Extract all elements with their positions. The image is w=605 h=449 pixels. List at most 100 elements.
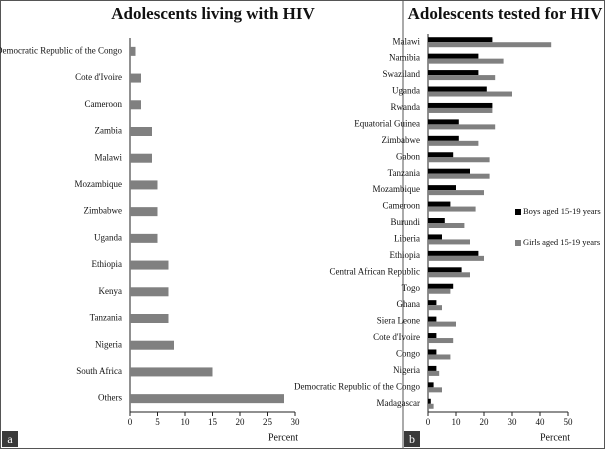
bar bbox=[130, 180, 158, 190]
x-tick-label: 50 bbox=[564, 417, 574, 427]
y-tick-label: Mozambique bbox=[75, 179, 123, 189]
bar bbox=[428, 185, 456, 191]
y-tick-label: Equatorial Guinea bbox=[354, 118, 420, 128]
bar bbox=[428, 107, 493, 113]
y-tick-label: Nigeria bbox=[393, 365, 420, 375]
bar bbox=[130, 287, 169, 297]
y-tick-label: Ethiopia bbox=[92, 259, 123, 269]
bar bbox=[428, 223, 465, 228]
bar bbox=[428, 70, 479, 76]
bar bbox=[428, 267, 462, 273]
x-tick-label: 40 bbox=[536, 417, 546, 427]
bar bbox=[428, 58, 504, 64]
y-tick-label: Cameroon bbox=[383, 201, 421, 211]
bar bbox=[428, 42, 552, 48]
panel-label: a bbox=[7, 432, 13, 446]
x-tick-label: 15 bbox=[208, 417, 218, 427]
x-tick-label: 10 bbox=[181, 417, 191, 427]
y-tick-label: Malawi bbox=[393, 36, 421, 46]
y-tick-label: Rwanda bbox=[391, 102, 421, 112]
bar bbox=[428, 173, 490, 179]
bar bbox=[428, 272, 470, 278]
bar bbox=[428, 234, 442, 240]
legend-label: Girls aged 15-19 years bbox=[523, 237, 600, 247]
bar bbox=[428, 382, 434, 388]
x-axis-label: Percent bbox=[268, 432, 298, 443]
bar bbox=[428, 316, 437, 322]
bar bbox=[428, 333, 437, 339]
bar bbox=[428, 119, 459, 125]
bar bbox=[428, 135, 459, 141]
bar bbox=[428, 37, 493, 43]
bar bbox=[428, 201, 451, 207]
y-tick-label: Uganda bbox=[392, 86, 420, 96]
bar bbox=[130, 127, 152, 136]
x-tick-label: 30 bbox=[291, 417, 301, 427]
bar bbox=[130, 314, 169, 323]
x-tick-label: 20 bbox=[480, 417, 490, 427]
bar bbox=[428, 354, 451, 360]
bar bbox=[428, 300, 437, 306]
bar bbox=[428, 91, 512, 97]
bar bbox=[428, 53, 479, 59]
bar bbox=[130, 100, 141, 110]
bar bbox=[130, 394, 284, 404]
y-tick-label: Swaziland bbox=[383, 69, 421, 79]
bar bbox=[428, 124, 496, 130]
bar bbox=[428, 321, 456, 327]
y-tick-label: Democratic Republic of the Congo bbox=[294, 381, 420, 391]
y-tick-label: Zimbabwe bbox=[84, 206, 123, 216]
bar bbox=[428, 349, 437, 355]
y-tick-label: Nigeria bbox=[95, 339, 122, 349]
y-tick-label: Tanzania bbox=[90, 313, 122, 323]
bar bbox=[428, 305, 442, 311]
panel-title: Adolescents living with HIV bbox=[111, 4, 315, 23]
bar bbox=[428, 283, 454, 289]
y-tick-label: Cote d'Ivoire bbox=[373, 332, 420, 342]
bar bbox=[130, 73, 141, 83]
y-tick-label: Congo bbox=[396, 349, 421, 359]
y-tick-label: Cote d'Ivoire bbox=[75, 72, 122, 82]
x-axis-label: Percent bbox=[540, 432, 570, 443]
bar bbox=[428, 255, 484, 261]
y-tick-label: Others bbox=[98, 393, 122, 403]
bar bbox=[428, 157, 490, 163]
bar bbox=[428, 140, 479, 146]
y-tick-label: Zimbabwe bbox=[382, 135, 421, 145]
bar bbox=[130, 260, 169, 270]
bar bbox=[428, 168, 470, 174]
legend-swatch bbox=[515, 209, 521, 215]
y-tick-label: Democratic Republic of the Congo bbox=[0, 45, 122, 55]
panel-title: Adolescents tested for HIV bbox=[408, 4, 603, 23]
bar bbox=[130, 340, 174, 350]
y-tick-label: Ethiopia bbox=[390, 250, 421, 260]
bar bbox=[428, 398, 431, 404]
bar bbox=[428, 338, 454, 344]
y-tick-label: Madagascar bbox=[377, 398, 420, 408]
y-tick-label: Malawi bbox=[95, 152, 123, 162]
bar bbox=[130, 233, 158, 243]
legend-swatch bbox=[515, 240, 521, 246]
y-tick-label: Uganda bbox=[94, 232, 122, 242]
bar bbox=[428, 239, 470, 245]
bar bbox=[428, 102, 493, 108]
bar bbox=[428, 387, 442, 393]
panel-label-box bbox=[2, 431, 18, 447]
x-tick-label: 30 bbox=[508, 417, 518, 427]
y-tick-label: Liberia bbox=[394, 233, 420, 243]
bar bbox=[428, 365, 437, 371]
bar bbox=[428, 206, 476, 212]
y-tick-label: South Africa bbox=[76, 366, 122, 376]
bar bbox=[428, 86, 487, 92]
y-tick-label: Mozambique bbox=[373, 184, 421, 194]
y-tick-label: Kenya bbox=[99, 286, 123, 296]
bar bbox=[130, 367, 213, 377]
bar bbox=[428, 152, 454, 158]
y-tick-label: Cameroon bbox=[85, 99, 123, 109]
x-tick-label: 0 bbox=[426, 417, 431, 427]
y-tick-label: Gabon bbox=[396, 151, 420, 161]
y-tick-label: Siera Leone bbox=[377, 316, 420, 326]
y-tick-label: Tanzania bbox=[388, 168, 420, 178]
